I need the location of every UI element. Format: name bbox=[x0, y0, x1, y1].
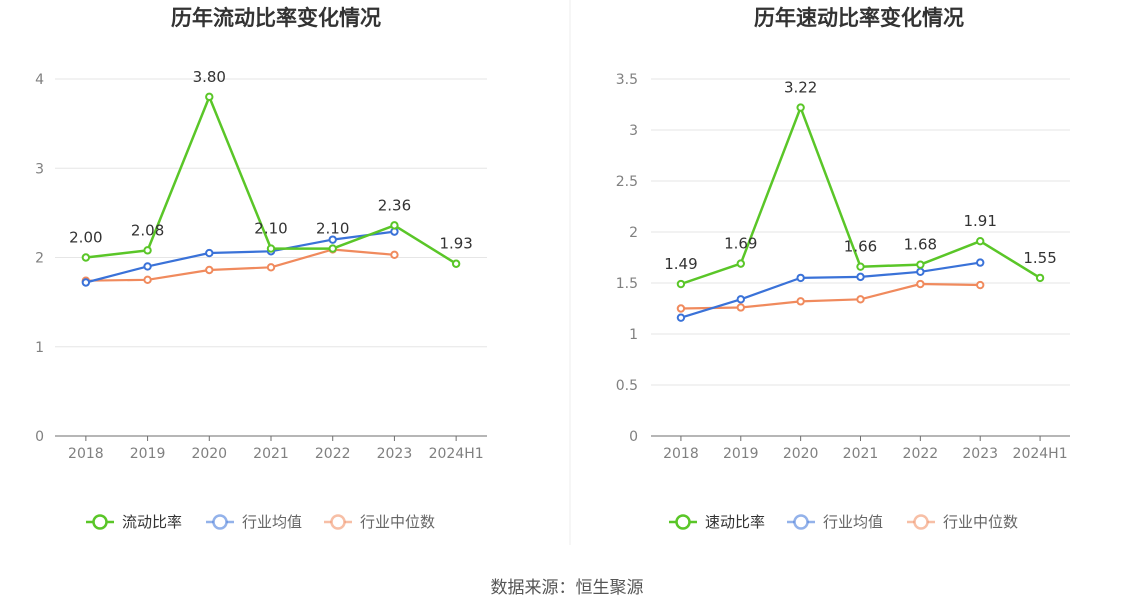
data-point-main bbox=[976, 236, 985, 246]
data-label: 1.49 bbox=[664, 255, 697, 273]
y-tick-label: 4 bbox=[35, 72, 44, 88]
data-point-median bbox=[976, 280, 985, 290]
data-point-main bbox=[205, 92, 214, 102]
y-tick-label: 1 bbox=[629, 327, 638, 343]
x-tick-label: 2024H1 bbox=[1013, 446, 1068, 462]
data-label: 3.22 bbox=[784, 79, 817, 97]
x-tick-label: 2023 bbox=[962, 446, 998, 462]
x-tick-label: 2024H1 bbox=[429, 446, 484, 462]
data-point-main bbox=[796, 103, 805, 112]
data-point-median bbox=[796, 297, 805, 306]
series-line-avg bbox=[680, 261, 981, 319]
data-point-median bbox=[390, 250, 399, 260]
legend-marker-main bbox=[92, 514, 108, 530]
legend-marker-avg bbox=[793, 514, 809, 530]
legend-label: 行业均值 bbox=[242, 513, 302, 531]
data-point-avg bbox=[81, 278, 91, 287]
data-label: 1.66 bbox=[844, 238, 877, 256]
chart-title: 历年流动比率变化情况 bbox=[171, 6, 381, 30]
y-tick-label: 2.5 bbox=[616, 174, 638, 190]
series-line-main bbox=[680, 106, 1041, 286]
y-tick-label: 2 bbox=[35, 251, 44, 267]
data-label: 2.08 bbox=[131, 221, 164, 239]
quick-ratio-chart: 历年速动比率变化情况 0 0.5 1 1.5 2 2.5 3 3.5 2018 2019 2020 20… bbox=[616, 6, 1070, 531]
data-point-median bbox=[205, 265, 214, 275]
data-point-median bbox=[916, 279, 925, 289]
x-tick-label: 2022 bbox=[315, 446, 351, 462]
data-point-main bbox=[1035, 273, 1045, 283]
data-point-avg bbox=[976, 258, 985, 267]
data-point-avg bbox=[856, 272, 865, 282]
data-point-median bbox=[676, 304, 686, 313]
y-tick-label: 0.5 bbox=[616, 378, 638, 394]
x-tick-label: 2022 bbox=[903, 446, 939, 462]
data-point-main bbox=[81, 253, 91, 262]
data-point-main bbox=[916, 260, 925, 269]
data-point-main bbox=[676, 279, 686, 289]
legend-marker-median bbox=[330, 514, 346, 530]
x-tick-label: 2018 bbox=[68, 446, 104, 462]
x-tick-label: 2021 bbox=[843, 446, 879, 462]
data-point-avg bbox=[916, 267, 925, 276]
x-tick-label: 2020 bbox=[783, 446, 819, 462]
series-line-median bbox=[85, 248, 395, 282]
legend-label: 流动比率 bbox=[122, 513, 182, 531]
data-point-avg bbox=[736, 295, 745, 304]
legend-marker-median bbox=[913, 514, 929, 530]
x-tick-label: 2021 bbox=[253, 446, 289, 462]
data-label: 1.55 bbox=[1023, 249, 1056, 267]
x-tick-label: 2018 bbox=[663, 446, 699, 462]
data-label: 1.68 bbox=[904, 236, 937, 254]
legend-marker-main bbox=[675, 514, 691, 530]
data-point-main bbox=[390, 221, 399, 230]
legend-label: 行业均值 bbox=[823, 513, 883, 531]
legend-marker-avg bbox=[212, 514, 228, 530]
y-tick-label: 3 bbox=[629, 123, 638, 139]
data-point-avg bbox=[676, 313, 686, 322]
x-tick-label: 2019 bbox=[723, 446, 759, 462]
data-point-main bbox=[143, 246, 152, 255]
y-tick-label: 0 bbox=[35, 429, 44, 445]
y-tick-label: 1.5 bbox=[616, 276, 638, 292]
chart-title: 历年速动比率变化情况 bbox=[754, 6, 964, 30]
data-point-median bbox=[143, 275, 152, 285]
data-point-main bbox=[451, 259, 461, 268]
data-point-median bbox=[266, 263, 276, 272]
data-label: 2.10 bbox=[254, 220, 287, 238]
data-point-main bbox=[856, 262, 865, 271]
series-line-median bbox=[680, 282, 981, 310]
data-point-avg bbox=[328, 235, 337, 244]
x-tick-label: 2023 bbox=[377, 446, 413, 462]
series-line-avg bbox=[85, 230, 395, 284]
legend-label: 速动比率 bbox=[705, 513, 765, 531]
data-label: 3.80 bbox=[193, 68, 226, 86]
y-tick-label: 1 bbox=[35, 340, 44, 356]
y-tick-label: 0 bbox=[629, 429, 638, 445]
legend-label: 行业中位数 bbox=[360, 513, 435, 531]
data-label: 2.10 bbox=[316, 220, 349, 238]
data-label: 2.00 bbox=[69, 229, 102, 247]
y-tick-label: 2 bbox=[629, 225, 638, 241]
x-tick-label: 2019 bbox=[130, 446, 166, 462]
data-point-median bbox=[736, 303, 745, 312]
data-point-avg bbox=[143, 262, 152, 271]
data-label: 2.36 bbox=[378, 196, 411, 214]
data-point-main bbox=[328, 244, 337, 253]
data-label: 1.91 bbox=[964, 212, 997, 230]
data-point-main bbox=[266, 244, 276, 253]
data-point-main bbox=[736, 259, 745, 268]
data-point-avg bbox=[205, 248, 214, 258]
data-label: 1.69 bbox=[724, 235, 757, 253]
current-ratio-chart: 历年流动比率变化情况 0 1 2 3 4 2018 2019 2020 2021 2022 2023 2… bbox=[35, 6, 487, 531]
x-tick-label: 2020 bbox=[191, 446, 227, 462]
y-tick-label: 3 bbox=[35, 161, 44, 177]
data-source-note: 数据来源：恒生聚源 bbox=[490, 578, 644, 598]
data-point-avg bbox=[796, 273, 805, 283]
legend-label: 行业中位数 bbox=[943, 513, 1018, 531]
data-point-median bbox=[856, 295, 865, 304]
y-tick-label: 3.5 bbox=[616, 72, 638, 88]
data-label: 1.93 bbox=[439, 235, 472, 253]
